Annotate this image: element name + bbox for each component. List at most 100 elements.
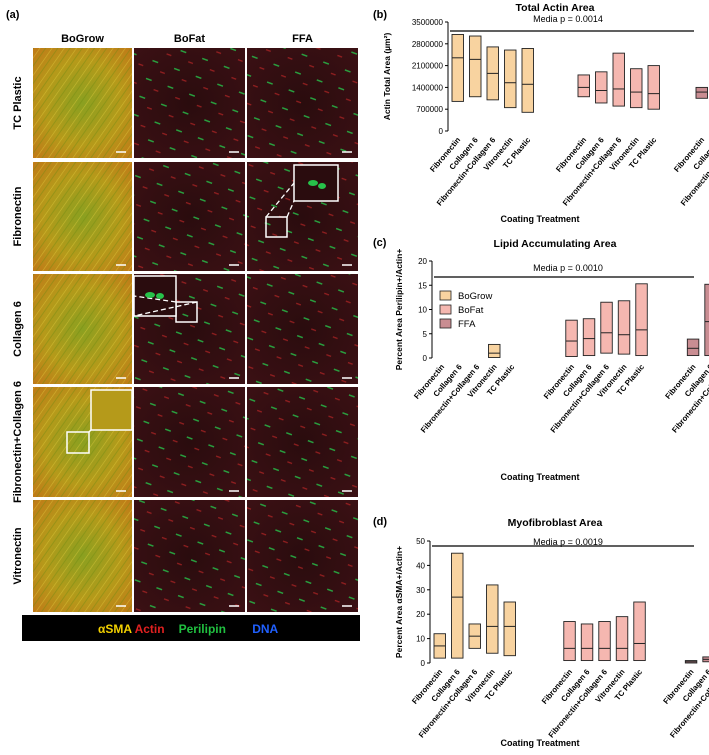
range-bar — [617, 300, 631, 355]
micrograph-texture — [247, 48, 358, 158]
y-tick-label: 30 — [416, 586, 425, 595]
panel-label: (c) — [373, 237, 387, 249]
y-axis-label: Actin Total Area (µm²) — [382, 33, 392, 121]
chart-2: (d) Myofibroblast Area Media p = 0.0019 0 10… — [373, 516, 709, 748]
y-tick-label: 700000 — [416, 105, 443, 114]
column-label-2: FFA — [292, 33, 313, 45]
column-label-0: BoGrow — [61, 33, 104, 45]
y-tick-label: 10 — [416, 635, 425, 644]
y-tick-label: 0 — [439, 127, 444, 136]
y-tick-label: 10 — [418, 306, 427, 315]
legend-swatch — [439, 304, 452, 315]
x-axis-label: Coating Treatment — [500, 738, 579, 748]
range-bar — [615, 616, 629, 662]
range-bar — [695, 86, 708, 99]
panel-label: (d) — [373, 516, 387, 528]
y-tick-label: 2100000 — [412, 62, 444, 71]
stain-label-2: Perilipin — [179, 622, 226, 636]
range-bar — [504, 49, 517, 109]
y-tick-label: 20 — [416, 610, 425, 619]
stat-annotation: Media p = 0.0010 — [533, 263, 603, 273]
chart-title: Lipid Accumulating Area — [494, 238, 617, 250]
range-bar — [595, 71, 608, 104]
zoom-connector — [265, 182, 295, 218]
micrograph-texture — [247, 387, 358, 497]
legend-swatch — [439, 290, 452, 301]
row-label-0: TC Plastic — [12, 76, 24, 129]
legend-entry: FFA — [458, 319, 476, 330]
micrograph-texture — [134, 162, 245, 271]
y-tick-label: 2800000 — [412, 40, 444, 49]
y-tick-label: 50 — [416, 537, 425, 546]
range-bar — [565, 319, 578, 357]
range-bar — [486, 584, 499, 654]
chart-1: (c) Lipid Accumulating Area Media p = 0.00… — [373, 237, 709, 482]
range-bar — [600, 301, 613, 354]
legend-swatch — [439, 318, 452, 329]
legend-entry: BoFat — [458, 305, 484, 316]
micrograph-texture — [33, 274, 132, 384]
range-bar — [635, 283, 648, 357]
lipid-droplet — [318, 183, 326, 189]
range-bar — [704, 283, 709, 357]
range-bar — [647, 65, 660, 110]
micrograph-texture — [33, 48, 132, 158]
stat-annotation: Media p = 0.0014 — [533, 14, 603, 24]
stat-annotation: Media p = 0.0019 — [533, 537, 603, 547]
range-bar — [451, 34, 464, 102]
micrograph-texture — [247, 274, 358, 384]
micrograph-texture — [134, 48, 245, 158]
zoom-connector — [88, 429, 92, 433]
legend-entry: BoGrow — [458, 291, 492, 302]
y-tick-label: 0 — [421, 659, 426, 668]
row-label-1: Fibronectin — [12, 186, 24, 246]
zoom-inset — [90, 389, 133, 431]
range-bar — [633, 601, 646, 662]
column-label-1: BoFat — [174, 33, 206, 45]
range-bar — [451, 552, 464, 659]
stain-label-0: αSMA — [98, 622, 132, 636]
range-bar — [521, 48, 534, 113]
row-label-4: Vitronectin — [12, 527, 24, 585]
y-tick-label: 3500000 — [412, 18, 444, 27]
panel-label: (b) — [373, 9, 387, 21]
range-bar — [563, 621, 576, 662]
y-tick-label: 15 — [418, 281, 427, 290]
y-tick-label: 1400000 — [412, 83, 444, 92]
zoom-connector — [133, 301, 198, 317]
range-bar — [469, 35, 482, 98]
chart-title: Myofibroblast Area — [508, 517, 603, 529]
micrograph-texture — [33, 162, 132, 271]
range-bar — [630, 68, 643, 109]
range-bar — [503, 601, 516, 657]
lipid-droplet — [308, 180, 318, 186]
y-tick-label: 0 — [423, 354, 428, 363]
lipid-droplet — [156, 293, 164, 299]
range-bar — [488, 343, 501, 358]
micrograph-texture — [134, 387, 245, 497]
lipid-droplet — [145, 292, 155, 298]
range-bar — [582, 318, 596, 357]
zoom-region-box — [66, 431, 90, 454]
zoom-inset — [133, 275, 177, 317]
row-label-3: Fibronectin+Collagen 6 — [12, 381, 24, 503]
range-bar — [598, 621, 611, 662]
range-bar — [577, 74, 590, 98]
micrograph-texture — [134, 500, 245, 612]
y-axis-label: Percent Area αSMA+/Actin+ — [394, 546, 404, 658]
x-axis-label: Coating Treatment — [500, 214, 579, 224]
microscopy-panel: (a) BoGrow BoFat FFA TC Plastic Fibronectin Co… — [6, 9, 360, 641]
x-axis-label: Coating Treatment — [500, 472, 579, 482]
y-axis-label: Percent Area Perilipin+/Actin+ — [394, 249, 404, 371]
zoom-connector — [286, 200, 295, 218]
chart-title: Total Actin Area — [516, 2, 595, 14]
y-tick-label: 20 — [418, 257, 427, 266]
range-bar — [612, 52, 625, 107]
range-bar — [686, 338, 700, 357]
row-label-2: Collagen 6 — [12, 301, 24, 357]
micrograph-texture — [247, 500, 358, 612]
y-tick-label: 40 — [416, 561, 425, 570]
